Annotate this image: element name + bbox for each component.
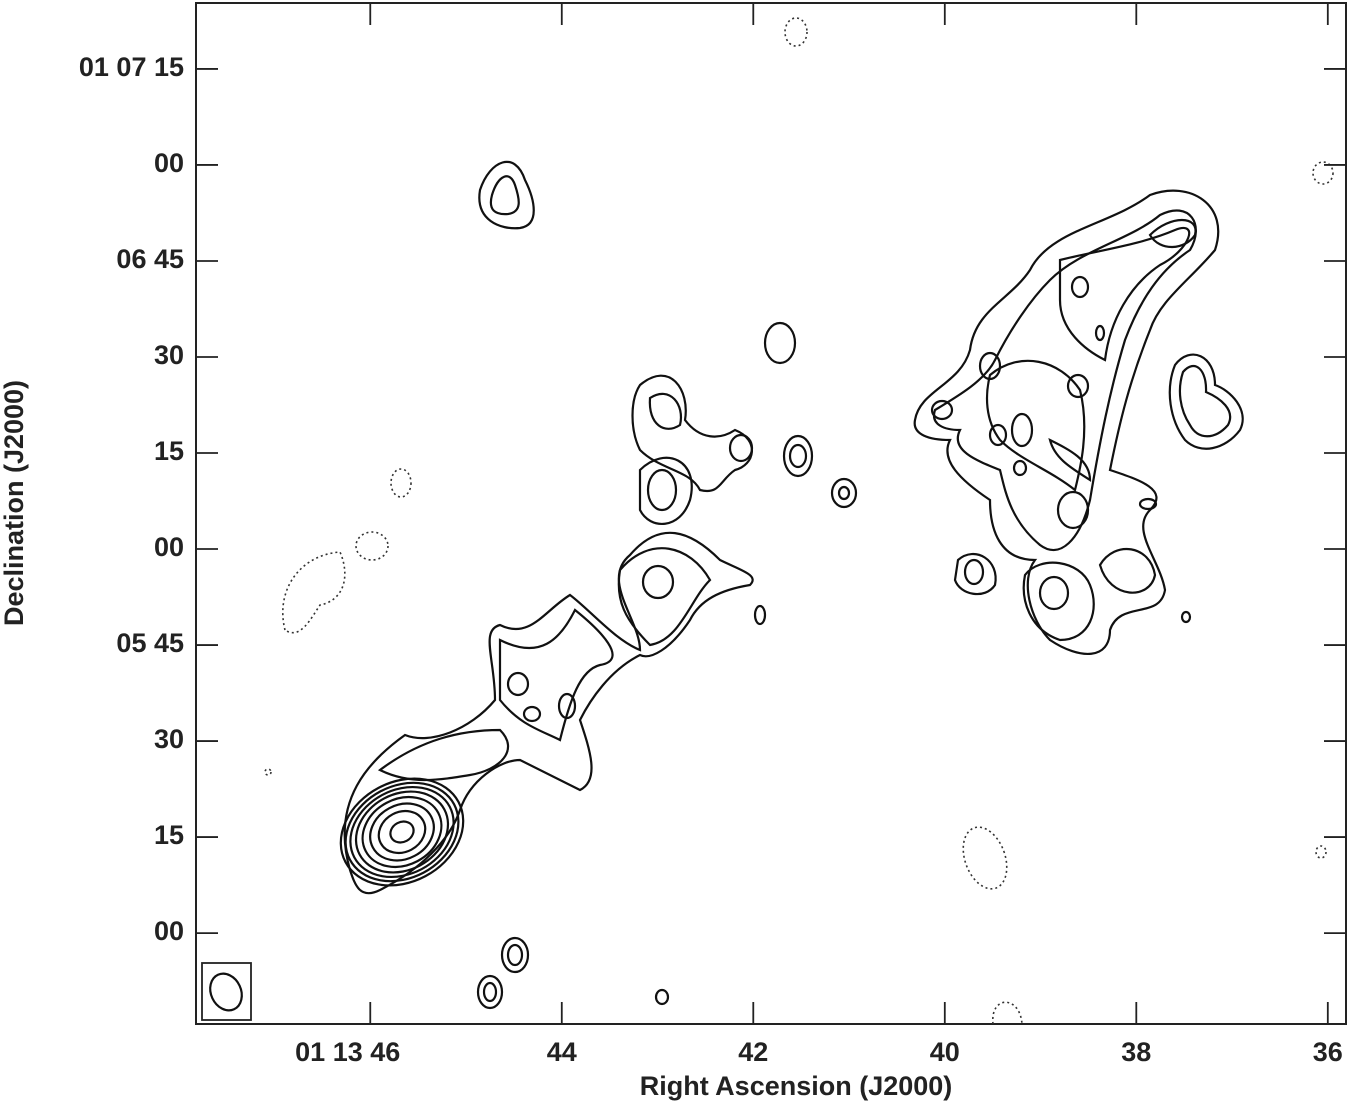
x-tick-label: 36 — [1313, 1037, 1343, 1067]
y-tick-label: 05 45 — [116, 628, 184, 658]
y-tick-label: 00 — [154, 532, 184, 562]
x-axis-label: Right Ascension (J2000) — [640, 1071, 953, 1101]
x-tick-label: 42 — [738, 1037, 768, 1067]
y-tick-label: 15 — [154, 820, 184, 850]
beam — [201, 962, 252, 1021]
y-tick-label: 30 — [154, 340, 184, 370]
y-tick-label: 06 45 — [116, 244, 184, 274]
y-tick-label: 00 — [154, 148, 184, 178]
y-axis-label: Declination (J2000) — [0, 380, 29, 626]
x-tick-label: 44 — [547, 1037, 577, 1067]
y-tick-label: 00 — [154, 916, 184, 946]
x-tick-label: 40 — [930, 1037, 960, 1067]
plot-frame — [195, 2, 1347, 1025]
contours — [264, 17, 1334, 1025]
y-tick-label: 30 — [154, 724, 184, 754]
x-tick-label: 01 13 46 — [295, 1037, 400, 1067]
x-tick-label: 38 — [1121, 1037, 1151, 1067]
y-tick-label: 15 — [154, 436, 184, 466]
y-tick-label: 01 07 15 — [79, 52, 184, 82]
